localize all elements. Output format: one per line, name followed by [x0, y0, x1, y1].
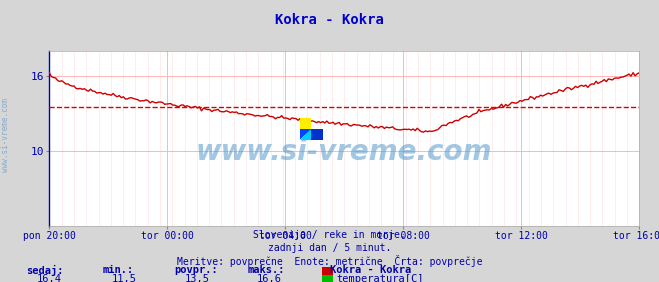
Text: povpr.:: povpr.: [175, 265, 218, 274]
Text: www.si-vreme.com: www.si-vreme.com [1, 98, 10, 172]
Text: temperatura[C]: temperatura[C] [336, 274, 424, 282]
Text: Kokra - Kokra: Kokra - Kokra [275, 13, 384, 27]
Text: www.si-vreme.com: www.si-vreme.com [196, 138, 492, 166]
Text: zadnji dan / 5 minut.: zadnji dan / 5 minut. [268, 243, 391, 252]
Bar [300, 118, 312, 129]
Text: min.:: min.: [102, 265, 133, 274]
Text: Kokra - Kokra: Kokra - Kokra [330, 265, 411, 274]
Text: 13,5: 13,5 [185, 274, 210, 282]
Polygon shape [300, 129, 312, 140]
Text: 16,4: 16,4 [36, 274, 61, 282]
Text: Meritve: povprečne  Enote: metrične  Črta: povprečje: Meritve: povprečne Enote: metrične Črta:… [177, 255, 482, 267]
Text: Slovenija / reke in morje.: Slovenija / reke in morje. [253, 230, 406, 240]
Text: 16,6: 16,6 [257, 274, 282, 282]
Text: maks.:: maks.: [247, 265, 285, 274]
Polygon shape [300, 129, 312, 140]
Text: sedaj:: sedaj: [26, 265, 64, 276]
Bar [312, 129, 323, 140]
Text: 11,5: 11,5 [112, 274, 137, 282]
